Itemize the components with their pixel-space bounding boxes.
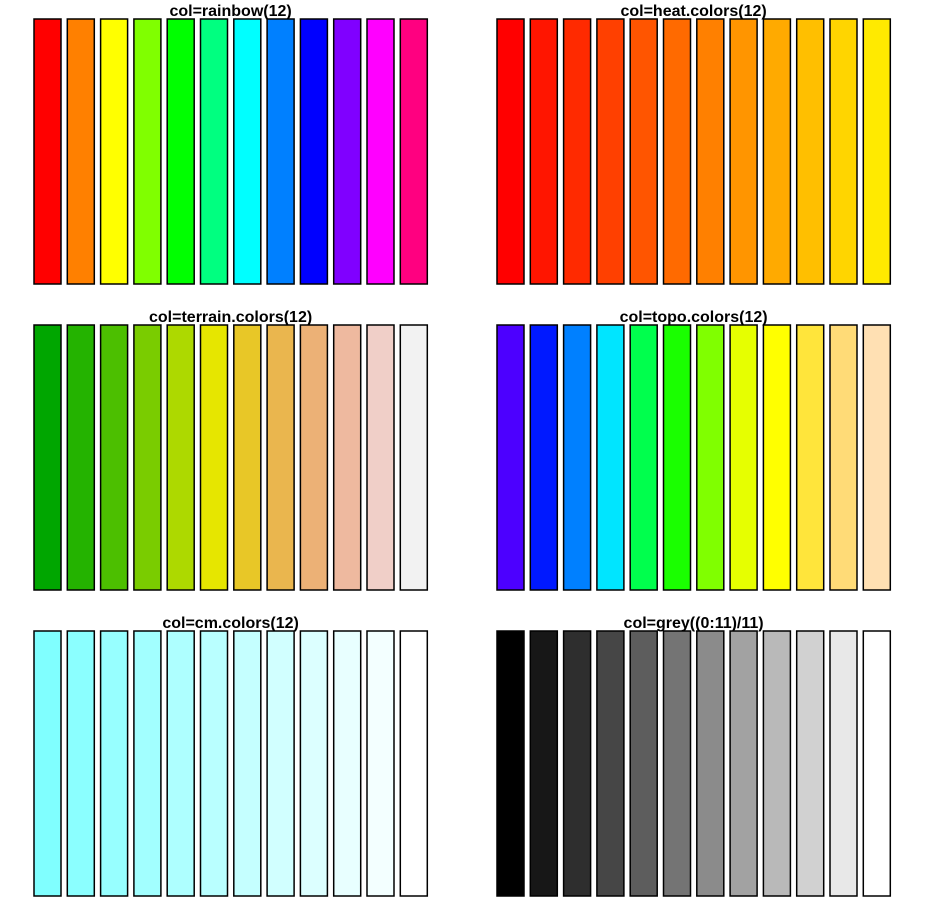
bar-10 xyxy=(332,18,362,285)
panel-4: col=topo.colors(12) xyxy=(496,309,892,591)
bar-7 xyxy=(696,18,725,285)
bar-9 xyxy=(299,630,329,897)
panel-1: col=rainbow(12) xyxy=(33,3,429,285)
bar-5 xyxy=(166,630,195,897)
bar-2 xyxy=(529,18,559,285)
bar-6 xyxy=(199,324,229,591)
bar-11 xyxy=(829,324,858,591)
bar-1 xyxy=(33,630,62,897)
bar-7 xyxy=(696,630,725,897)
bar-1 xyxy=(33,324,62,591)
bar-4 xyxy=(133,18,162,285)
bar-2 xyxy=(66,630,96,897)
panel-title: col=grey((0:11)/11) xyxy=(624,615,764,632)
panel-title: col=terrain.colors(12) xyxy=(149,309,312,326)
panel-title: col=cm.colors(12) xyxy=(162,615,299,632)
bar-1 xyxy=(496,324,525,591)
bar-2 xyxy=(529,630,559,897)
bar-8 xyxy=(266,630,295,897)
bar-4 xyxy=(133,324,162,591)
bar-9 xyxy=(299,324,329,591)
bar-5 xyxy=(629,18,658,285)
bar-8 xyxy=(266,324,295,591)
bar-2 xyxy=(529,324,559,591)
panel-2: col=heat.colors(12) xyxy=(496,3,892,285)
bar-9 xyxy=(299,18,329,285)
bar-6 xyxy=(199,18,229,285)
bar-12 xyxy=(399,18,429,285)
bar-1 xyxy=(496,18,525,285)
bar-12 xyxy=(399,324,429,591)
bar-5 xyxy=(629,630,658,897)
bar-10 xyxy=(332,324,362,591)
bar-8 xyxy=(729,630,758,897)
bar-10 xyxy=(795,324,825,591)
panel-title: col=rainbow(12) xyxy=(169,3,291,20)
bar-4 xyxy=(596,324,625,591)
bar-3 xyxy=(99,18,129,285)
bar-12 xyxy=(862,324,892,591)
bar-9 xyxy=(762,18,792,285)
panel-5: col=cm.colors(12) xyxy=(33,615,429,897)
bar-11 xyxy=(366,324,395,591)
panel-6: col=grey((0:11)/11) xyxy=(496,615,892,897)
bar-5 xyxy=(629,324,658,591)
bar-7 xyxy=(233,324,262,591)
bar-12 xyxy=(862,630,892,897)
bar-4 xyxy=(133,630,162,897)
bar-3 xyxy=(562,324,592,591)
bar-11 xyxy=(829,630,858,897)
bar-10 xyxy=(332,630,362,897)
bar-6 xyxy=(199,630,229,897)
bar-8 xyxy=(729,324,758,591)
panel-title: col=topo.colors(12) xyxy=(620,309,768,326)
bar-2 xyxy=(66,18,96,285)
bar-2 xyxy=(66,324,96,591)
bar-12 xyxy=(862,18,892,285)
panel-3: col=terrain.colors(12) xyxy=(33,309,429,591)
bar-5 xyxy=(166,324,195,591)
bar-7 xyxy=(233,630,262,897)
bar-4 xyxy=(596,18,625,285)
bar-8 xyxy=(729,18,758,285)
bar-6 xyxy=(662,630,692,897)
bar-1 xyxy=(496,630,525,897)
bar-1 xyxy=(33,18,62,285)
bar-3 xyxy=(99,324,129,591)
bar-3 xyxy=(562,630,592,897)
bar-4 xyxy=(596,630,625,897)
bar-3 xyxy=(99,630,129,897)
bar-8 xyxy=(266,18,295,285)
bar-12 xyxy=(399,630,429,897)
bar-10 xyxy=(795,18,825,285)
bar-10 xyxy=(795,630,825,897)
bar-7 xyxy=(696,324,725,591)
bar-11 xyxy=(366,18,395,285)
bar-9 xyxy=(762,630,792,897)
bar-11 xyxy=(366,630,395,897)
bar-6 xyxy=(662,18,692,285)
bar-9 xyxy=(762,324,792,591)
bar-3 xyxy=(562,18,592,285)
panel-title: col=heat.colors(12) xyxy=(620,3,766,20)
bar-7 xyxy=(233,18,262,285)
bar-11 xyxy=(829,18,858,285)
bar-6 xyxy=(662,324,692,591)
bar-5 xyxy=(166,18,195,285)
